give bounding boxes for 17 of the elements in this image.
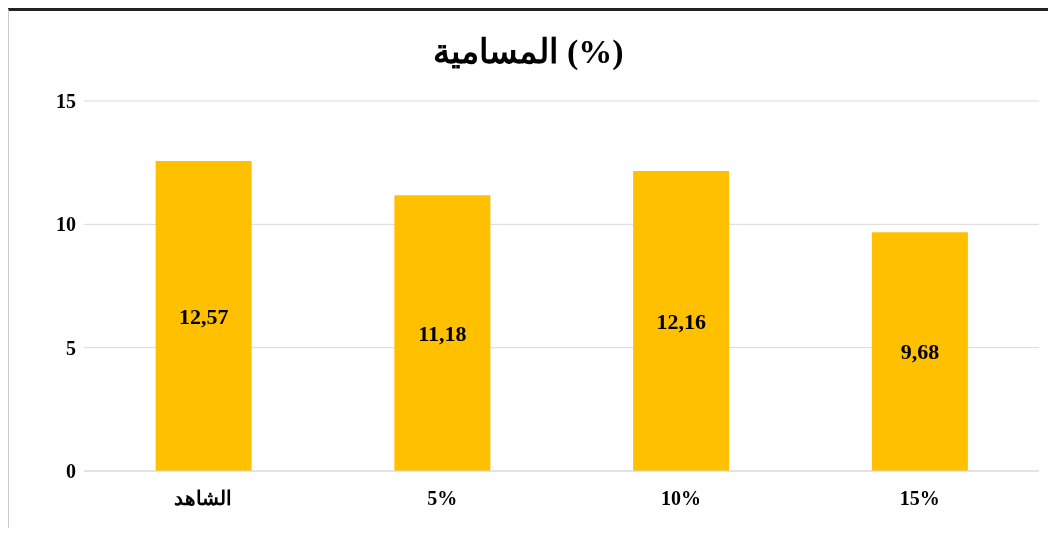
data-label: 12,57	[178, 303, 229, 329]
data-label: 11,18	[418, 320, 467, 346]
bar	[394, 195, 491, 471]
data-label: 9,68	[900, 339, 940, 365]
x-tick-label: الشاهد	[174, 487, 233, 510]
y-tick-label: 10	[56, 213, 76, 236]
bar	[155, 160, 252, 471]
y-tick-label: 5	[66, 336, 76, 359]
y-tick-label: 15	[56, 90, 76, 113]
bar	[633, 171, 730, 471]
data-label: 12,16	[656, 308, 706, 334]
bar	[871, 232, 968, 471]
y-tick-label: 0	[66, 460, 76, 483]
x-tick-label: 15%	[899, 487, 940, 510]
x-tick-label: 5%	[427, 487, 458, 510]
x-tick-label: 10%	[660, 487, 701, 510]
chart-title: المسامية (%)	[432, 32, 625, 71]
